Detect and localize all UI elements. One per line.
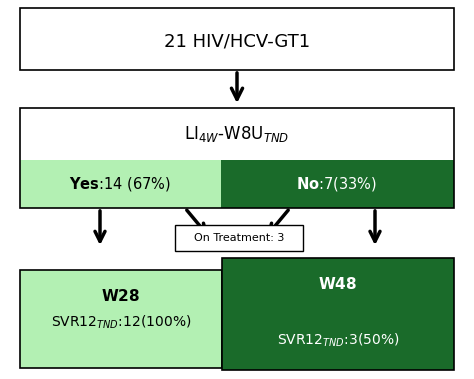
Text: $\bf{Yes}$:14 (67%): $\bf{Yes}$:14 (67%) [69, 175, 171, 193]
Text: SVR12$_{TND}$:12(100%): SVR12$_{TND}$:12(100%) [51, 313, 191, 331]
Bar [221, 160, 454, 208]
Text: $\bf{W48}$: $\bf{W48}$ [319, 276, 357, 292]
Bar [20, 160, 221, 208]
Text: On Treatment: 3: On Treatment: 3 [194, 233, 284, 243]
Bar [20, 108, 454, 160]
Bar [175, 225, 303, 251]
Text: $\bf{No}$:7(33%): $\bf{No}$:7(33%) [296, 175, 378, 193]
Bar [20, 8, 454, 70]
Text: LI$_{4W}$-W8U$_{TND}$: LI$_{4W}$-W8U$_{TND}$ [184, 124, 290, 144]
Bar [20, 270, 222, 368]
Bar [20, 108, 454, 208]
Text: 21 HIV/HCV-GT1: 21 HIV/HCV-GT1 [164, 32, 310, 50]
Bar [222, 258, 454, 370]
Text: $\bf{W28}$: $\bf{W28}$ [101, 288, 141, 304]
Text: SVR12$_{TND}$:3(50%): SVR12$_{TND}$:3(50%) [277, 331, 400, 349]
